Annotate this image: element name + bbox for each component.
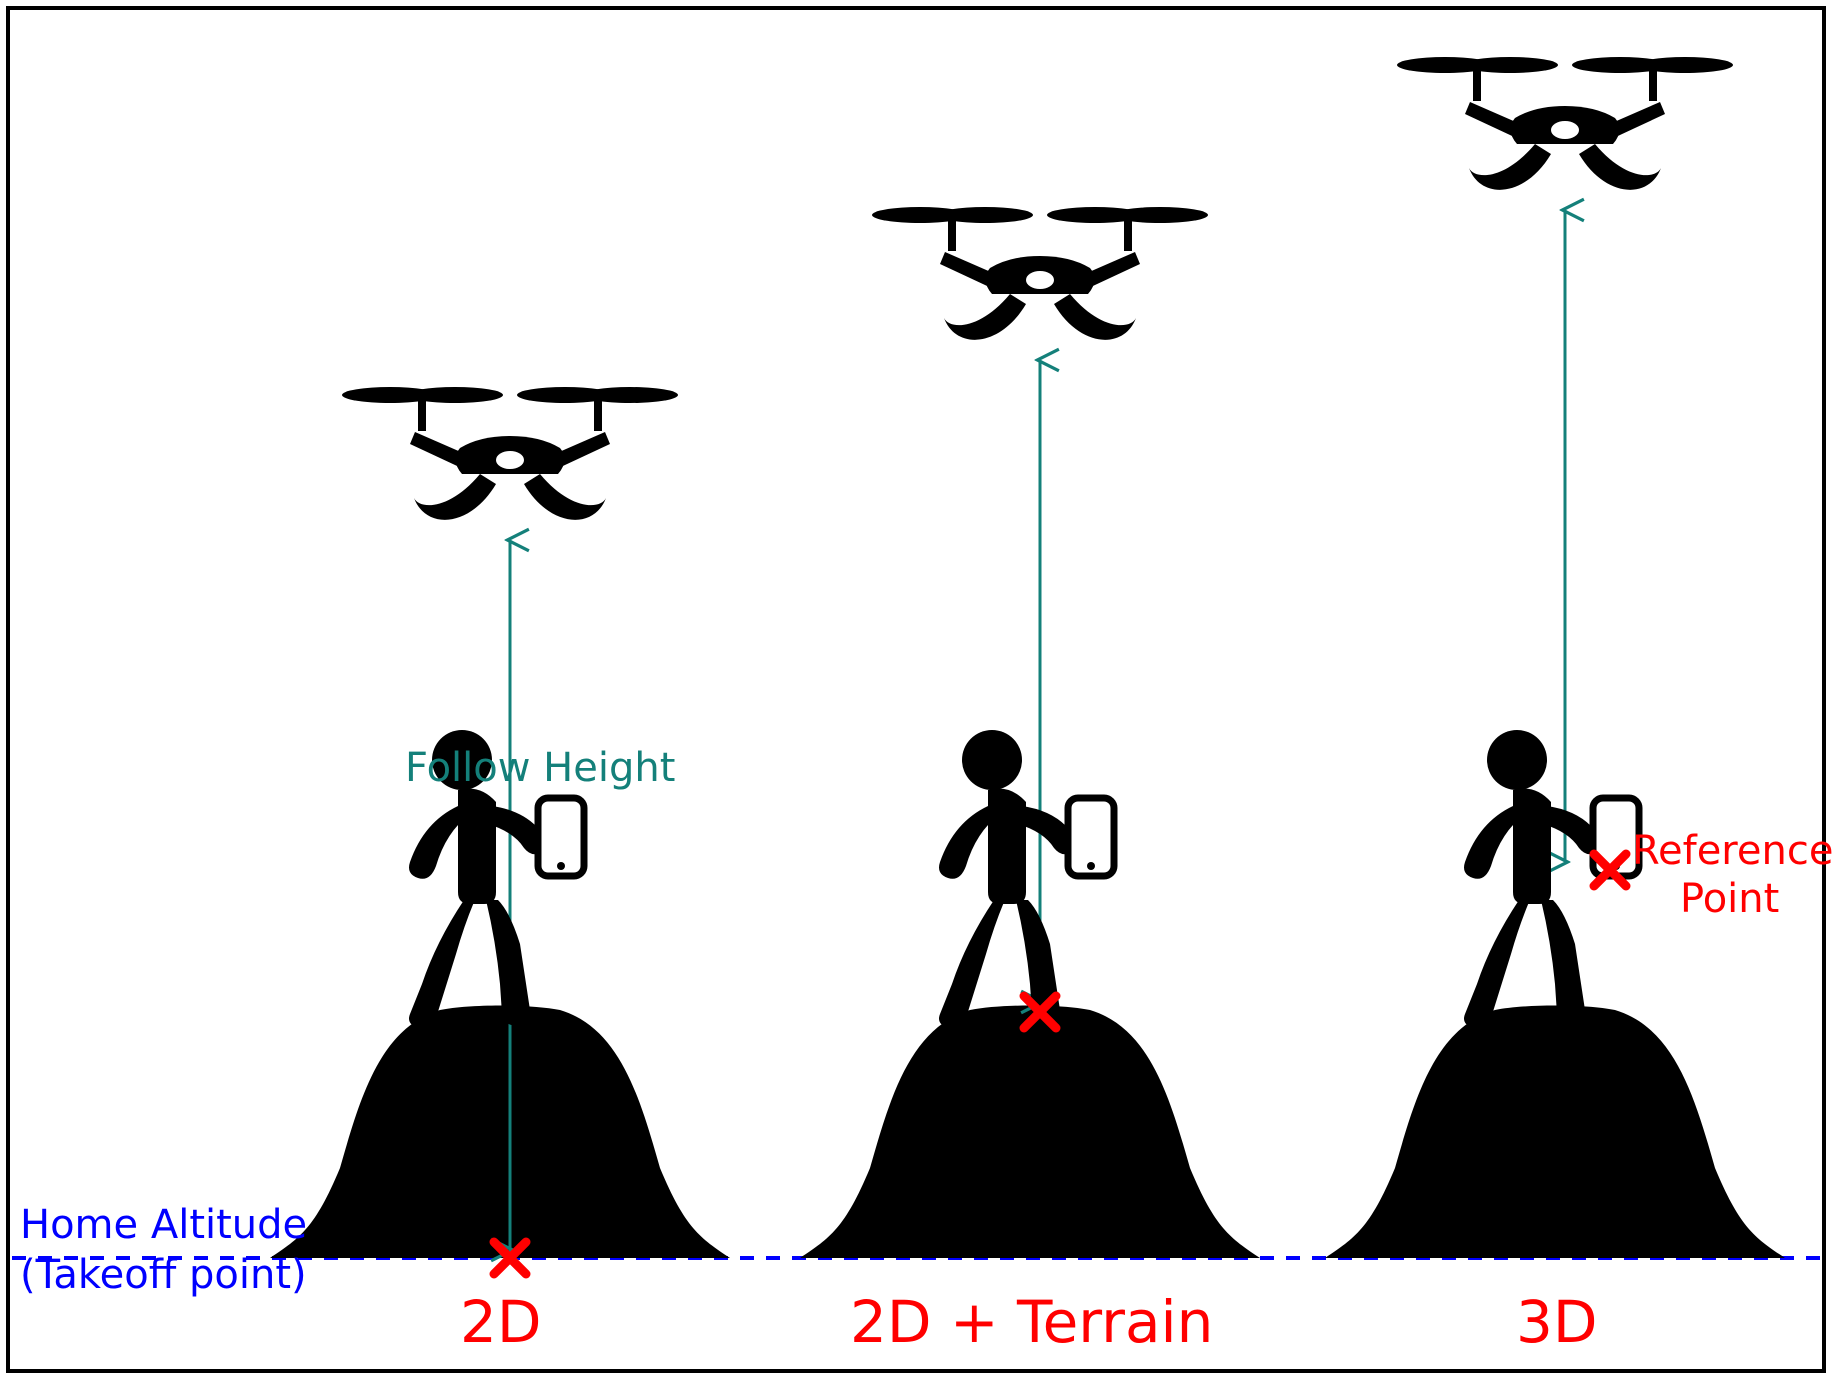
panel-2d <box>270 387 730 1274</box>
mode-label-2d: 2D <box>460 1288 542 1356</box>
hill-2d-terrain <box>800 1006 1260 1259</box>
follow-height-label: Follow Height <box>405 745 675 791</box>
mode-label-2d-terrain: 2D + Terrain <box>850 1288 1213 1356</box>
person-3d <box>1464 730 1639 1029</box>
reference-point-label-line2: Point <box>1680 876 1779 922</box>
diagram-svg <box>0 0 1832 1379</box>
mode-label-3d: 3D <box>1516 1288 1598 1356</box>
home-altitude-label-line1: Home Altitude <box>20 1202 307 1248</box>
panel-3d <box>1325 57 1785 1258</box>
home-altitude-label-line2: (Takeoff point) <box>20 1252 307 1298</box>
hill-2d <box>270 1006 730 1259</box>
hill-3d <box>1325 1006 1785 1259</box>
drone-2d <box>342 387 678 520</box>
panel-2d-terrain <box>800 207 1260 1258</box>
drone-3d <box>1397 57 1733 190</box>
person-2d-terrain <box>939 730 1114 1029</box>
drone-2d-terrain <box>872 207 1208 340</box>
reference-point-label-line1: Reference <box>1632 828 1832 874</box>
